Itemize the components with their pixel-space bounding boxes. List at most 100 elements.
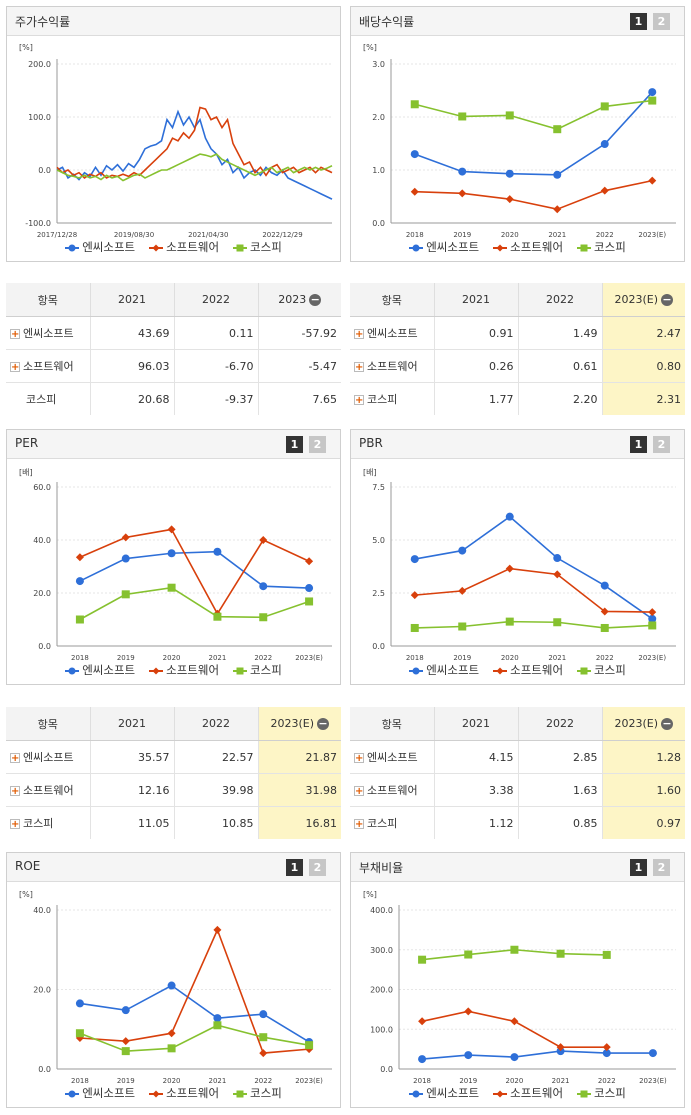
row-name: + 코스피 [6,806,91,839]
legend-item[interactable]: 코스피 [233,239,282,255]
x-tick-label: 2018 [71,1077,89,1085]
legend-item[interactable]: 소프트웨어 [493,239,563,255]
legend-item[interactable]: 소프트웨어 [493,662,563,678]
y-tick-label: 20.0 [33,986,51,995]
chart-legend: 엔씨소프트 소프트웨어 코스피 [351,1085,684,1101]
chart-button-2[interactable]: 2 [309,859,326,876]
data-point [68,244,76,251]
legend-label: 코스피 [250,1086,282,1100]
legend-item[interactable]: 소프트웨어 [493,1085,563,1101]
x-tick-label: 2020 [163,654,181,662]
chart-button-1[interactable]: 1 [630,859,647,876]
chart-button-2[interactable]: 2 [653,13,670,30]
legend-item[interactable]: 소프트웨어 [149,1085,219,1101]
expand-icon[interactable]: + [354,753,364,764]
legend-item[interactable]: 코스피 [233,1085,282,1101]
series-line [79,528,310,616]
legend-item[interactable]: 소프트웨어 [149,239,219,255]
legend-item[interactable]: 엔씨소프트 [409,239,479,255]
data-point [510,945,519,954]
data-point [648,621,657,630]
legend-marker [409,244,424,251]
data-point [152,244,160,251]
data-point [580,667,588,674]
table-row: + 코스피 1.12 0.85 0.97 [350,806,685,839]
expand-icon[interactable]: + [354,362,364,373]
cell: 2.31 [602,382,685,415]
legend-item[interactable]: 코스피 [577,239,626,255]
chart-button-1[interactable]: 1 [286,859,303,876]
x-tick-label: 2021 [209,654,227,662]
legend-item[interactable]: 소프트웨어 [149,662,219,678]
expand-icon[interactable]: + [10,786,20,797]
chart-button-1[interactable]: 1 [630,13,647,30]
table-header-row: 항목 2021 2022 2023− [6,283,341,317]
y-tick-label: 200.0 [370,986,393,995]
legend-item[interactable]: 코스피 [577,1085,626,1101]
header-year: 2023(E) − [258,707,341,741]
table-row: + 엔씨소프트 35.57 22.57 21.87 [6,740,341,774]
data-point [68,1090,76,1097]
expand-icon[interactable]: + [10,329,20,340]
cell: 96.03 [90,349,175,383]
y-tick-label: 60.0 [33,483,51,492]
roe-panel: ROE 1 2 [%] 40.0 20.0 0.0 2018 2019 2020 2021 2… [6,852,341,1108]
header-item: 항목 [350,283,435,317]
expand-icon[interactable]: + [354,329,364,340]
legend-item[interactable]: 엔씨소프트 [65,1085,135,1101]
data-point [236,244,244,251]
chart-button-2[interactable]: 2 [309,436,326,453]
data-point [412,244,420,251]
collapse-icon[interactable]: − [309,293,322,306]
legend-item[interactable]: 엔씨소프트 [65,662,135,678]
panel-header: ROE 1 2 [7,853,340,882]
data-point [648,608,657,617]
legend-item[interactable]: 엔씨소프트 [409,1085,479,1101]
header-year: 2021 [434,707,519,741]
series-line [422,1050,653,1060]
chart-button-2[interactable]: 2 [653,436,670,453]
collapse-icon[interactable]: − [661,717,674,730]
row-label: 소프트웨어 [367,360,418,373]
header-year-label: 2023(E) [270,717,315,730]
chart-toggle: 1 2 [630,13,670,30]
legend-item[interactable]: 코스피 [233,662,282,678]
table-row: 코스피 20.68 -9.37 7.65 [6,382,341,415]
y-tick-label: 0.0 [38,1065,51,1074]
expand-icon[interactable]: + [10,753,20,764]
cell: 2.85 [518,740,603,774]
x-tick-label: 2019 [453,231,471,239]
chart-button-2[interactable]: 2 [653,859,670,876]
panel-header: PER 1 2 [7,430,340,459]
x-tick-label: 2019 [459,1077,477,1085]
legend-item[interactable]: 엔씨소프트 [409,662,479,678]
x-tick-label: 2023(E) [639,1077,667,1085]
expand-icon[interactable]: + [10,819,20,830]
x-tick-label: 2020 [501,231,519,239]
y-tick-label: 3.0 [372,60,385,69]
expand-icon[interactable]: + [354,819,364,830]
expand-icon[interactable]: + [354,786,364,797]
chart-button-1[interactable]: 1 [630,436,647,453]
header-item: 항목 [6,283,91,317]
data-point [305,557,314,566]
table-row: + 엔씨소프트 4.15 2.85 1.28 [350,740,685,774]
stock-return-table: 항목 2021 2022 2023− + 엔씨소프트 43.69 0.11 -57… [6,283,341,415]
legend-item[interactable]: 코스피 [577,662,626,678]
data-point [236,667,244,674]
expand-icon[interactable]: + [354,395,364,406]
chart-button-1[interactable]: 1 [286,436,303,453]
row-name: + 코스피 [350,382,435,415]
data-point [600,581,609,590]
expand-icon[interactable]: + [10,362,20,373]
table-header-row: 항목 2021 2022 2023(E) − [350,283,685,317]
legend-marker [149,667,164,674]
legend-item[interactable]: 엔씨소프트 [65,239,135,255]
data-point [505,195,514,204]
data-point [259,536,268,545]
collapse-icon[interactable]: − [661,293,674,306]
cell: 0.11 [174,316,259,350]
legend-marker [577,244,592,251]
cell: 20.68 [90,382,175,415]
collapse-icon[interactable]: − [317,717,330,730]
